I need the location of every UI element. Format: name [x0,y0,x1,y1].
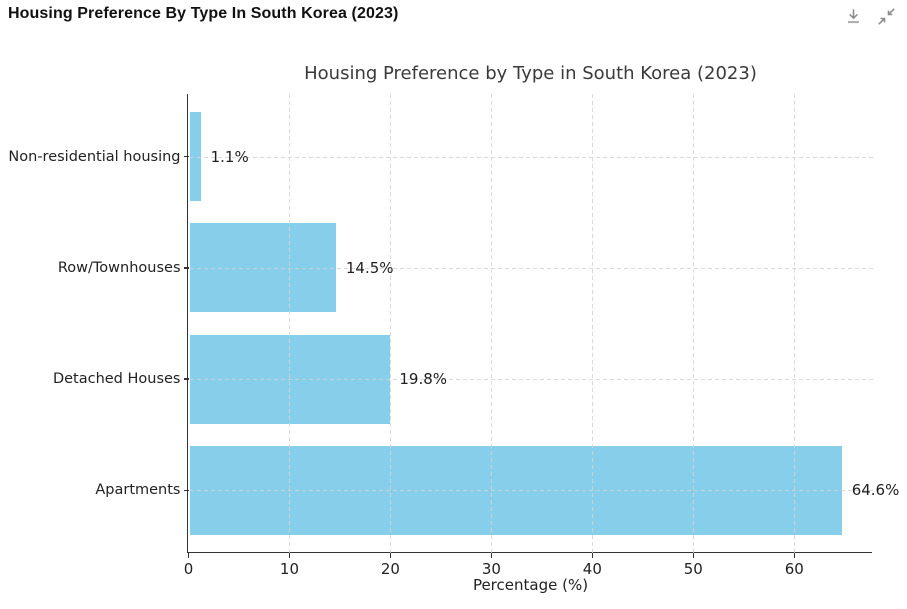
gridline-vertical [592,94,594,553]
x-tick-label: 0 [183,560,194,578]
gridline-vertical [390,94,392,553]
y-axis-tick [183,267,189,269]
bar-value-label: 14.5% [345,258,394,277]
window-header: Housing Preference By Type In South Kore… [0,0,907,34]
y-tick-label: Detached Houses [52,371,181,388]
gridline-vertical [289,94,291,553]
gridline-vertical [794,94,796,553]
x-axis-tick [187,553,190,558]
y-tick-label: Apartments [95,482,181,499]
x-axis-label: Percentage (%) [472,576,589,594]
gridline-horizontal [190,156,873,158]
gridline-horizontal [190,490,873,492]
chart-title: Housing Preference by Type in South Kore… [304,63,757,84]
bar-chart: Housing Preference by Type in South Kore… [0,34,907,609]
x-axis-tick [793,553,795,558]
x-axis-tick [288,553,291,558]
gridline-vertical [491,94,493,553]
x-tick-label: 40 [582,560,602,578]
window-title: Housing Preference By Type In South Kore… [8,5,399,22]
y-tick-label: Non-residential housing [8,148,181,165]
download-icon[interactable] [843,6,863,26]
y-tick-label: Row/Townhouses [57,259,181,276]
x-tick-label: 10 [279,560,299,578]
x-tick-label: 60 [784,560,804,578]
x-axis-tick [692,553,695,558]
y-axis-tick [183,378,189,380]
x-axis-tick [591,553,594,558]
y-axis-tick [183,489,189,492]
gridline-vertical [693,94,695,553]
bar-value-label: 1.1% [210,147,249,166]
header-toolbar [843,6,896,26]
bar-value-label: 19.8% [399,370,448,389]
y-axis-tick [183,155,189,158]
collapse-icon[interactable] [876,6,896,26]
gridline-horizontal [190,267,873,269]
x-axis-tick [490,553,493,558]
gridline-horizontal [190,379,873,381]
x-tick-label: 30 [481,560,501,578]
bar-value-label: 64.6% [851,481,900,500]
x-axis-tick [389,553,392,558]
x-tick-label: 20 [380,560,400,578]
x-tick-label: 50 [683,560,703,578]
